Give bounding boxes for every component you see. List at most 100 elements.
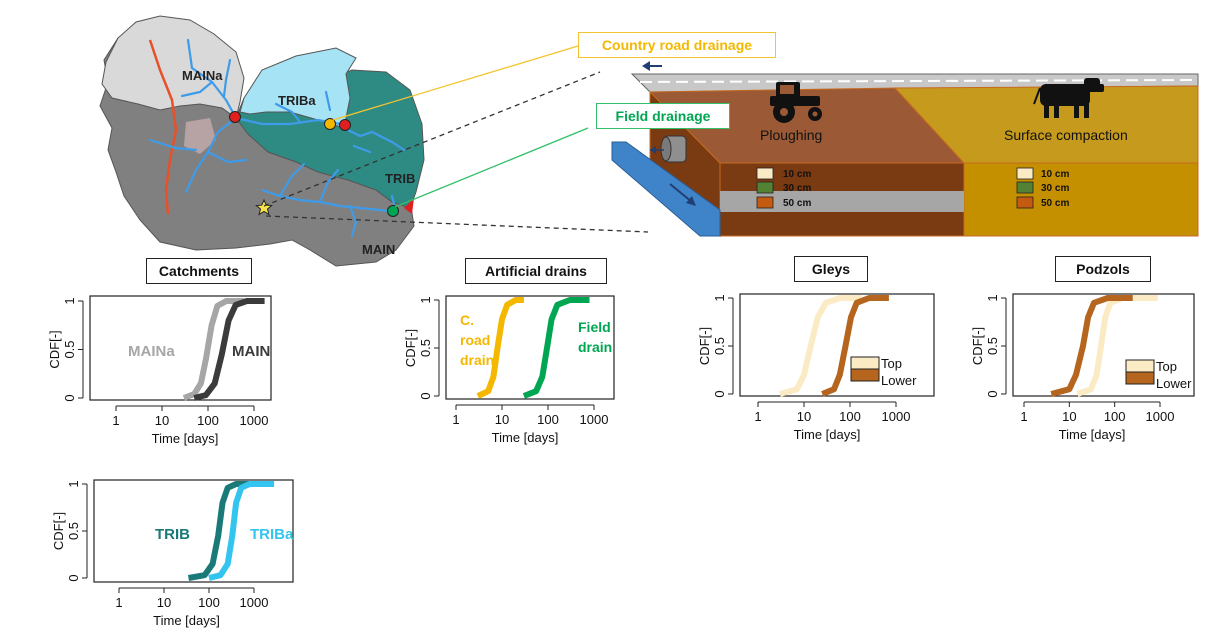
plot-frame <box>93 479 294 583</box>
depth-swatch-50 <box>756 196 774 209</box>
y-axis-label: CDF[-] <box>47 330 62 368</box>
field-drain-pipe <box>611 141 721 237</box>
panel-title-podzols: Podzols <box>1055 256 1151 282</box>
legend-swatch-lower <box>850 368 880 382</box>
x-tick-label: 10 <box>495 412 509 427</box>
series-label-main: MAIN <box>232 343 270 360</box>
annotation-road-drain-1: road <box>460 332 490 348</box>
depth-swatch-10 <box>756 167 774 180</box>
x-tick-label: 100 <box>1104 409 1126 424</box>
y-tick-label: 0.5 <box>418 339 433 357</box>
annotation-field-drain-1: drain <box>578 339 612 355</box>
x-tick-label: 100 <box>197 413 219 428</box>
surface-compaction-label: Surface compaction <box>1004 127 1128 143</box>
depth-label-30: 30 cm <box>783 183 811 194</box>
y-axis-label: CDF[-] <box>51 512 66 550</box>
depth-swatch-30 <box>1016 181 1034 194</box>
depth-label-30: 30 cm <box>1041 183 1069 194</box>
annotation-road-drain-0: C. <box>460 312 474 328</box>
y-tick-label: 0 <box>712 390 727 397</box>
triba-catchment <box>239 47 357 129</box>
x-tick-label: 100 <box>537 412 559 427</box>
panel-title-gleys: Gleys <box>794 256 868 282</box>
road-centerline <box>639 79 1197 83</box>
y-tick-label: 1 <box>418 296 433 303</box>
depth-label-10: 10 cm <box>783 169 811 180</box>
x-tick-label: 100 <box>839 409 861 424</box>
series-line-1 <box>193 298 265 401</box>
x-tick-label: 1000 <box>240 413 269 428</box>
x-tick-label: 1000 <box>1146 409 1175 424</box>
x-tick-label: 1 <box>754 409 761 424</box>
panel-title-catchments: Catchments <box>146 258 252 284</box>
y-tick-label: 1 <box>712 294 727 301</box>
y-axis-label: CDF[-] <box>403 329 418 367</box>
maina-catchment <box>101 15 245 119</box>
callout-field-drainage: Field drainage <box>596 103 730 129</box>
x-tick-label: 10 <box>1062 409 1076 424</box>
star-icon <box>255 198 273 216</box>
drain-outlet-icon <box>650 135 687 163</box>
field-block: Ploughing Surface compaction 10 cm 30 cm… <box>611 61 1199 238</box>
x-tick-label: 1 <box>452 412 459 427</box>
catchment-map: MAINa TRIBa TRIB MAIN <box>99 15 425 267</box>
plot-frame <box>445 295 615 400</box>
callout-lines <box>263 45 649 233</box>
annotation-road-drain-2: drain <box>460 352 494 368</box>
compacted-front <box>963 162 1199 237</box>
panel-title-artificial-drains: Artificial drains <box>465 258 607 284</box>
y-tick-label: 0.5 <box>712 337 727 355</box>
y-tick-label: 0.5 <box>66 522 81 540</box>
legend-swatch-top <box>1125 359 1155 373</box>
x-axis-label: Time [days] <box>794 427 861 442</box>
gauge-maina <box>229 111 241 123</box>
x-axis-label: Time [days] <box>152 431 219 446</box>
legend-label-top: Top <box>881 356 902 371</box>
series-label-maina: MAINa <box>128 343 175 360</box>
x-tick-label: 1 <box>112 413 119 428</box>
drain-layer-band <box>720 191 964 212</box>
cow-icon <box>1033 78 1104 118</box>
series-line-1 <box>821 295 889 397</box>
urban-patch <box>184 118 216 154</box>
river-network <box>148 38 406 238</box>
x-axis-label: Time [days] <box>153 613 220 628</box>
depth-legend-ploughed: 10 cm 30 cm 50 cm <box>756 167 811 209</box>
tractor-icon <box>770 82 822 123</box>
y-tick-label: 1 <box>985 294 1000 301</box>
depth-label-10: 10 cm <box>1041 169 1069 180</box>
callout-line-zoom-top <box>263 71 601 207</box>
series-label-triba: TRIBa <box>250 526 294 543</box>
gauge-country-road <box>324 118 336 130</box>
x-tick-label: 1 <box>1020 409 1027 424</box>
chart-drains: 1 10 100 1000 Time [days] 0 0.5 1 CDF[-] C. road dr… <box>403 295 615 445</box>
y-tick-label: 1 <box>62 297 77 304</box>
callout-line-zoom-bottom <box>265 215 649 233</box>
x-axis-label: Time [days] <box>1059 427 1126 442</box>
y-tick-label: 0 <box>62 394 77 401</box>
chart-trib: 1 10 100 1000 Time [days] 0 0.5 1 CDF[-] TRIB TRIB… <box>51 479 294 628</box>
depth-label-50: 50 cm <box>1041 198 1069 209</box>
annotation-field-drain-0: Field <box>578 319 611 335</box>
map-label-trib: TRIB <box>385 171 415 186</box>
y-axis-label: CDF[-] <box>697 327 712 365</box>
gauge-field <box>387 205 399 217</box>
x-tick-label: 10 <box>797 409 811 424</box>
callout-line-field <box>394 127 589 208</box>
chart-catchments: 1 10 100 1000 Time [days] 0 0.5 1 CDF[-] MAINa MAI… <box>47 295 272 446</box>
road-line <box>148 39 178 215</box>
x-tick-label: 1000 <box>580 412 609 427</box>
y-tick-label: 0 <box>985 390 1000 397</box>
series-line-1 <box>1050 295 1133 397</box>
depth-label-50: 50 cm <box>783 198 811 209</box>
plot-frame <box>89 295 272 401</box>
legend-label-lower: Lower <box>1156 376 1192 391</box>
series-line-1 <box>208 481 275 581</box>
x-tick-label: 1000 <box>882 409 911 424</box>
map-label-triba: TRIBa <box>278 93 316 108</box>
chart-podzols: 1 10 100 1000 Time [days] 0 0.5 1 CDF[-] Top Lower <box>970 293 1195 442</box>
gauge-triba <box>339 119 351 131</box>
